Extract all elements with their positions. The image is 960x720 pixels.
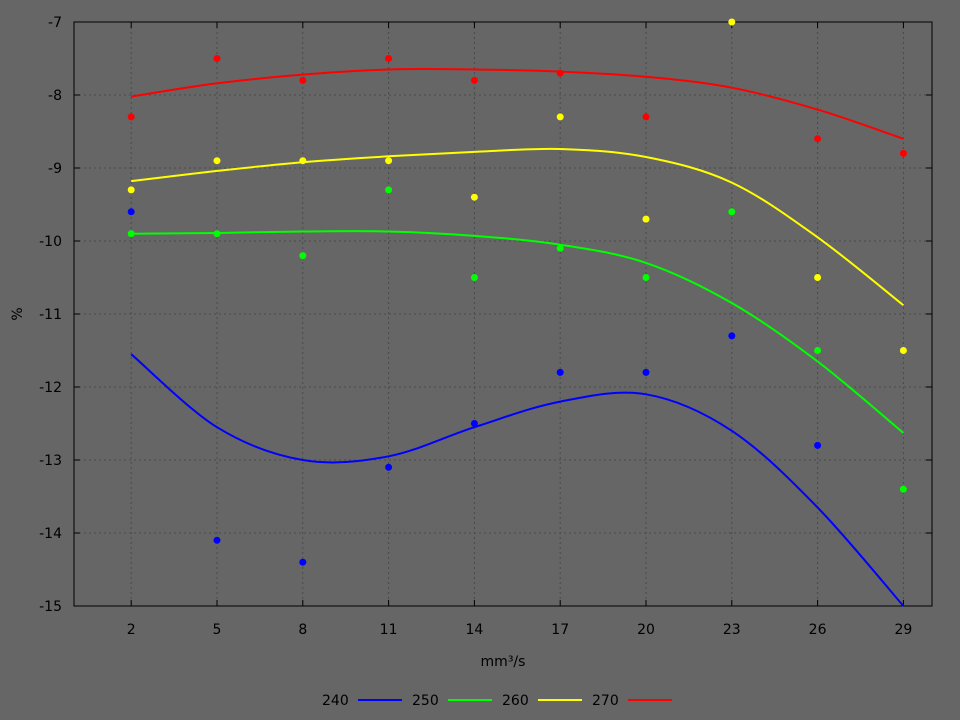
point-250 — [470, 274, 478, 281]
grid — [74, 21, 932, 607]
point-260 — [899, 347, 907, 354]
point-270 — [385, 55, 393, 62]
y-tick-label: -15 — [39, 599, 62, 615]
point-240 — [814, 441, 822, 449]
point-260 — [556, 113, 564, 121]
y-tick-label: -11 — [39, 307, 62, 323]
legend-label-240: 240 — [322, 693, 349, 709]
point-250 — [728, 208, 736, 216]
point-240 — [556, 368, 564, 376]
point-250 — [299, 252, 307, 260]
y-tick-label: -13 — [39, 453, 62, 469]
y-tick-label: -7 — [48, 15, 62, 31]
point-240 — [127, 208, 135, 216]
legend-label-250: 250 — [412, 693, 439, 709]
fit-line-240 — [130, 353, 905, 607]
x-tick-label: 14 — [465, 622, 483, 638]
point-270 — [642, 113, 650, 121]
point-270 — [299, 76, 307, 84]
fit-line-270 — [131, 67, 904, 140]
point-270 — [127, 113, 135, 121]
point-240 — [213, 536, 221, 544]
point-260 — [814, 274, 822, 281]
point-250 — [814, 347, 822, 354]
y-tick-label: -9 — [48, 161, 62, 177]
fit-line-260 — [131, 147, 905, 306]
point-270 — [899, 149, 907, 157]
point-260 — [470, 193, 478, 201]
point-260 — [728, 18, 736, 26]
x-axis-label: mm³/s — [481, 654, 526, 670]
x-tick-label: 17 — [551, 622, 569, 638]
axis-ticks: 2 5 8 11 14 17 20 23 26 29 -7 -8 -9 -10 -11 -12 -13 -14 -1… — [39, 15, 932, 638]
y-axis-label: % — [10, 307, 26, 320]
point-270 — [556, 69, 564, 77]
fit-curves — [130, 67, 905, 607]
point-260 — [213, 157, 221, 165]
x-tick-label: 2 — [127, 622, 136, 638]
x-tick-label: 23 — [723, 622, 741, 638]
point-250 — [556, 244, 564, 252]
x-tick-label: 5 — [213, 622, 222, 638]
legend-label-270: 270 — [592, 693, 619, 709]
x-tick-label: 8 — [298, 622, 307, 638]
x-tick-label: 29 — [894, 622, 912, 638]
point-260 — [642, 215, 650, 223]
legend-label-260: 260 — [502, 693, 529, 709]
point-250 — [899, 485, 907, 493]
y-tick-label: -8 — [48, 88, 62, 104]
point-270 — [470, 76, 478, 84]
point-250 — [385, 186, 393, 194]
data-points — [127, 18, 907, 566]
fit-line-250 — [131, 230, 905, 434]
point-240 — [385, 463, 393, 471]
point-250 — [213, 230, 221, 238]
point-240 — [299, 558, 307, 566]
y-tick-label: -14 — [39, 526, 62, 542]
point-240 — [470, 420, 478, 427]
point-260 — [385, 157, 393, 165]
y-tick-label: -10 — [39, 234, 62, 250]
legend: 240 250 260 270 — [322, 693, 672, 709]
point-260 — [127, 186, 135, 194]
x-tick-label: 11 — [380, 622, 398, 638]
y-tick-label: -12 — [39, 380, 62, 396]
point-240 — [642, 368, 650, 376]
point-260 — [299, 157, 307, 165]
point-240 — [728, 332, 736, 340]
point-270 — [213, 55, 221, 62]
point-250 — [642, 274, 650, 281]
x-tick-label: 26 — [809, 622, 827, 638]
plot-frame — [73, 21, 933, 607]
point-270 — [814, 135, 822, 143]
x-tick-label: 20 — [637, 622, 655, 638]
point-250 — [127, 230, 135, 238]
